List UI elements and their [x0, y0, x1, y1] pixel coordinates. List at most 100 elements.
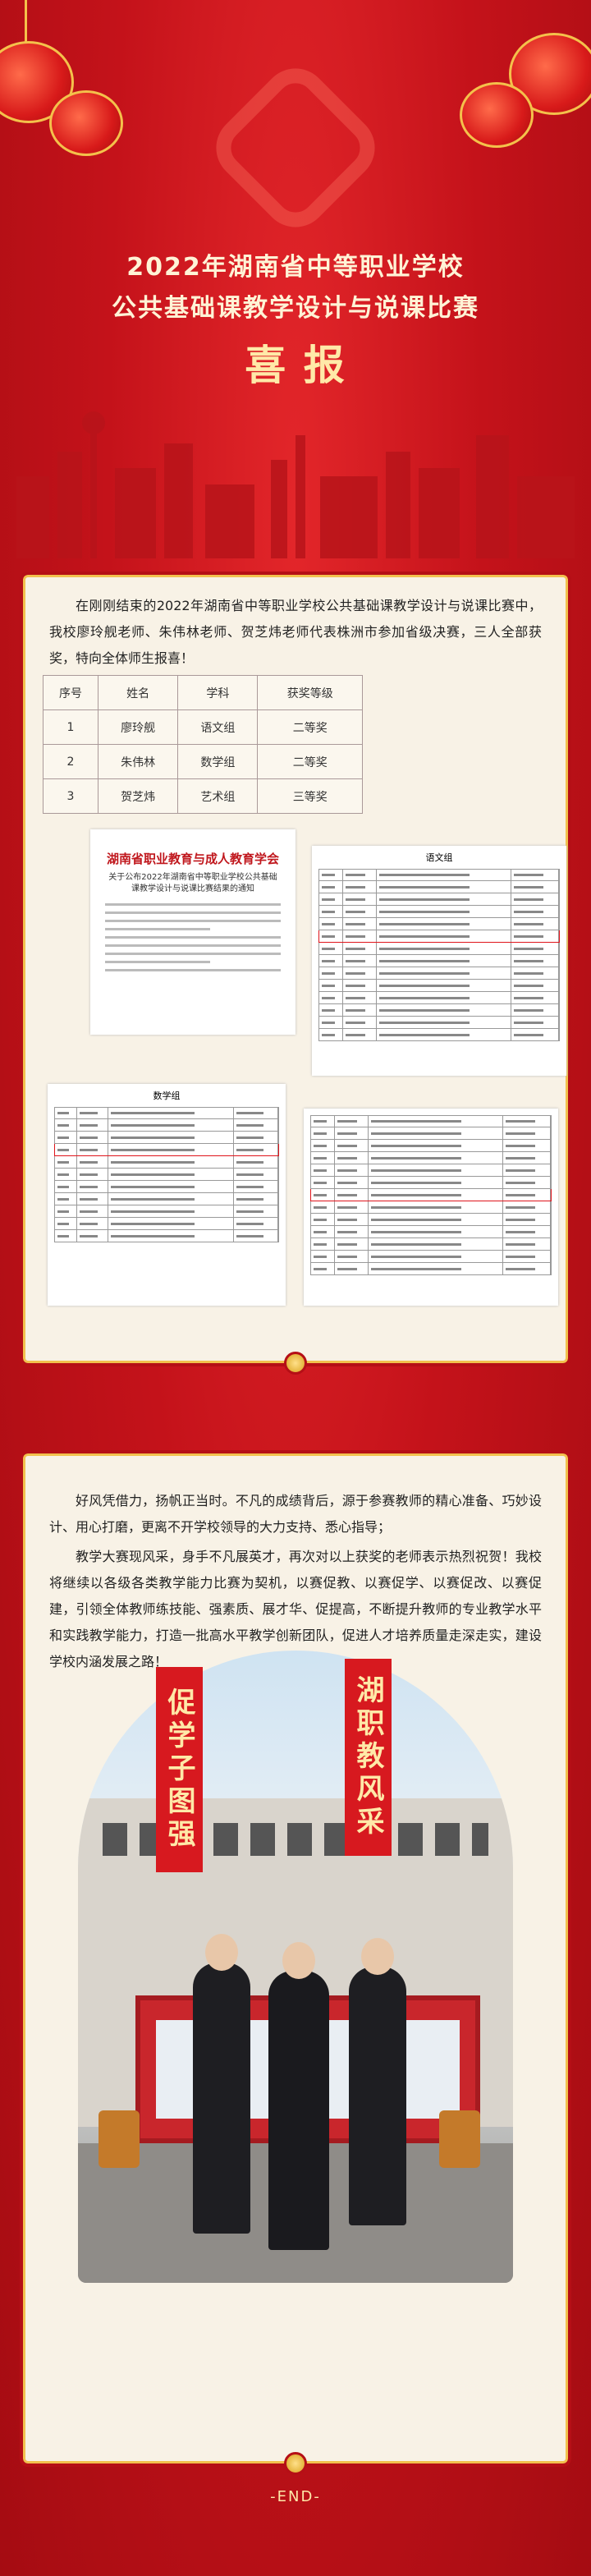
doc-grid-text — [314, 1218, 327, 1221]
doc-grid-row — [310, 1263, 552, 1275]
doc-grid-text — [57, 1234, 70, 1237]
doc-grid-cell — [369, 1214, 503, 1225]
doc-grid-text — [513, 996, 543, 999]
doc-grid-text — [322, 959, 335, 962]
doc-text-line — [105, 961, 211, 963]
document-letter: 湖南省职业教育与成人教育学会 关于公布2022年湖南省中等职业学校公共基础课教学… — [90, 829, 296, 1035]
table-cell: 数学组 — [177, 744, 259, 779]
doc-grid — [54, 1107, 279, 1242]
doc-grid-text — [322, 910, 335, 913]
doc-grid-cell — [343, 1004, 378, 1016]
doc-grid-row — [310, 1214, 552, 1226]
doc-grid-cell — [511, 918, 559, 930]
doc-grid-text — [513, 1033, 543, 1036]
doc-grid-cell — [377, 955, 511, 967]
doc-grid-cell — [503, 1152, 551, 1164]
doc-grid-cell — [369, 1251, 503, 1262]
doc-grid-cell — [311, 1226, 336, 1237]
doc-grid-cell — [55, 1119, 78, 1131]
doc-grid-cell — [319, 943, 344, 954]
doc-grid-row — [318, 980, 560, 992]
doc-grid-text — [236, 1136, 263, 1139]
doc-grid-text — [80, 1123, 98, 1127]
table-cell: 廖玲舰 — [97, 709, 179, 745]
table-cell: 2 — [43, 744, 98, 779]
doc-grid-cell — [511, 955, 559, 967]
doc-grid-cell — [369, 1164, 503, 1176]
doc-grid-cell — [319, 870, 344, 880]
doc-grid-text — [379, 959, 470, 962]
doc-grid-cell — [343, 918, 378, 930]
doc-grid-text — [379, 922, 470, 925]
doc-grid-row — [310, 1127, 552, 1140]
doc-group: 语文组 — [425, 852, 453, 863]
doc-grid-text — [371, 1169, 461, 1172]
doc-grid-cell — [55, 1108, 78, 1118]
person-head — [282, 1942, 315, 1979]
doc-grid-cell — [319, 930, 344, 942]
doc-grid-text — [337, 1218, 357, 1221]
doc-grid-cell — [319, 881, 344, 893]
doc-grid-text — [57, 1112, 70, 1114]
doc-grid-text — [337, 1156, 357, 1159]
doc-grid-text — [346, 1033, 365, 1036]
doc-grid-text — [346, 1021, 365, 1024]
doc-text-line — [105, 969, 281, 971]
table-header-cell: 姓名 — [97, 675, 179, 710]
doc-grid-text — [111, 1234, 195, 1237]
doc-grid-text — [337, 1132, 357, 1135]
doc-grid-text — [371, 1120, 461, 1123]
doc-grid-text — [111, 1197, 195, 1201]
doc-text-line — [105, 944, 281, 947]
table-cell: 3 — [43, 778, 98, 814]
title-line: 2022年湖南省中等职业学校 — [126, 253, 465, 282]
doc-grid-cell — [511, 893, 559, 905]
doc-grid-cell — [335, 1127, 369, 1139]
doc-grid-cell — [108, 1132, 234, 1143]
doc-grid-text — [314, 1120, 327, 1123]
knot-ornament — [202, 54, 389, 241]
doc-grid-cell — [234, 1144, 278, 1155]
table-header-cell: 学科 — [177, 675, 259, 710]
doc-grid-row — [318, 869, 560, 881]
doc-grid-cell — [311, 1140, 336, 1151]
doc-grid-cell — [377, 918, 511, 930]
doc-grid-row — [310, 1189, 552, 1201]
doc-grid-text — [513, 1008, 543, 1012]
doc-grid-cell — [108, 1218, 234, 1229]
doc-grid-cell — [369, 1238, 503, 1250]
doc-grid-text — [371, 1156, 461, 1159]
table-cell: 贺芝炜 — [97, 778, 179, 814]
doc-grid-cell — [77, 1205, 109, 1217]
doc-grid-cell — [234, 1230, 278, 1242]
doc-grid-text — [322, 874, 335, 876]
doc-grid-text — [57, 1123, 70, 1127]
doc-grid-text — [80, 1136, 98, 1139]
doc-grid-cell — [369, 1140, 503, 1151]
flower-pot — [98, 2110, 140, 2168]
person — [349, 1967, 406, 2225]
doc-grid-text — [314, 1242, 327, 1246]
doc-grid-cell — [343, 1029, 378, 1040]
doc-grid-text — [322, 922, 335, 925]
doc-grid-cell — [511, 870, 559, 880]
doc-grid-cell — [311, 1164, 336, 1176]
doc-grid-text — [314, 1205, 327, 1209]
doc-grid-text — [379, 910, 470, 913]
doc-grid-text — [371, 1230, 461, 1233]
doc-text-line — [105, 911, 281, 914]
doc-grid-text — [314, 1169, 327, 1172]
doc-grid-row — [318, 930, 560, 943]
lantern-string — [25, 0, 27, 49]
headline: 喜 报 — [245, 342, 346, 389]
doc-grid-text — [371, 1132, 461, 1135]
doc-grid-cell — [369, 1116, 503, 1127]
doc-grid-cell — [511, 1017, 559, 1028]
doc-grid-cell — [369, 1177, 503, 1188]
doc-grid-text — [236, 1148, 263, 1151]
doc-grid-text — [57, 1136, 70, 1139]
doc-grid-cell — [234, 1181, 278, 1192]
doc-grid-cell — [311, 1189, 336, 1201]
doc-grid-text — [314, 1156, 327, 1159]
doc-grid-cell — [311, 1214, 336, 1225]
